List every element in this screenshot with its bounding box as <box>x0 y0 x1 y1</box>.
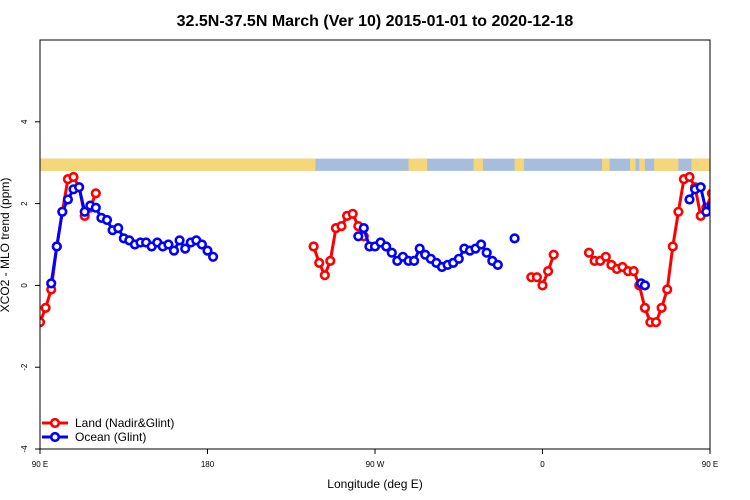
land-nadir-glint-point-3-0 <box>583 247 595 258</box>
legend: Land (Nadir&Glint)Ocean (Glint) <box>42 416 174 444</box>
ocean-glint-point-1-23 <box>481 247 492 258</box>
land-nadir-glint-point-2-2 <box>537 280 548 291</box>
ocean-glint-point-4-7 <box>725 216 733 224</box>
ocean-glint-point-0-0 <box>46 278 57 289</box>
ocean-glint-point-0-29 <box>208 251 219 262</box>
legend-label-ocean-glint: Ocean (Glint) <box>75 430 146 444</box>
land-nadir-glint-point-3-22 <box>706 188 710 199</box>
ocean-glint-point-0-3 <box>62 194 73 205</box>
land-nadir-glint-point-1-0 <box>308 241 319 252</box>
land-nadir-glint-point-1-5 <box>336 221 347 232</box>
ocean-glint-point-0-28 <box>202 245 213 256</box>
ocean-glint-point-1-5 <box>381 241 392 252</box>
ocean-glint-point-0-22 <box>168 245 180 256</box>
x-tick-label-0: 90 E <box>32 460 48 469</box>
y-axis: -4 -2 0 2 4 <box>20 119 40 453</box>
land-nadir-glint-point-3-15 <box>667 241 678 252</box>
land-strip-8 <box>691 158 710 171</box>
land-nadir-glint-point-2-4 <box>548 249 559 260</box>
x-tick-label-3: 0 <box>540 460 545 469</box>
land-nadir-glint-point-3-13 <box>656 302 667 314</box>
ocean-glint-point-4-9 <box>736 224 744 232</box>
ocean-glint-point-0-24 <box>180 243 191 254</box>
ocean-glint-point-0-2 <box>57 206 68 217</box>
ocean-glint-point-4-3 <box>701 206 710 217</box>
ocean-glint-point-1-0 <box>353 231 364 242</box>
ocean-glint-point-0-21 <box>163 239 174 250</box>
ocean-glint-point-1-10 <box>409 255 420 267</box>
land-nadir-glint-point-3-8 <box>628 266 639 277</box>
y-tick-label-1: -2 <box>20 363 29 371</box>
y-tick-label-3: 2 <box>20 201 29 206</box>
land-strip-2 <box>473 158 483 171</box>
ocean-glint-point-1-1 <box>358 223 369 234</box>
ocean-glint-point-0-27 <box>196 239 207 250</box>
land-nadir-glint-point-1-1 <box>314 257 325 269</box>
ocean-glint-point-4-2 <box>695 182 706 193</box>
series-layer <box>40 171 750 328</box>
land-nadir-glint-point-2-1 <box>531 272 543 283</box>
land-nadir-glint-point-3-14 <box>662 284 673 295</box>
ocean-glint-point-0-23 <box>174 235 185 246</box>
land-strip-7 <box>654 158 679 171</box>
x-axis-label: Longitude (deg E) <box>327 477 422 491</box>
y-tick-label-2: 0 <box>20 283 29 288</box>
legend-label-land-nadir-glint: Land (Nadir&Glint) <box>75 416 174 430</box>
land-nadir-glint-point-1-2 <box>319 270 330 281</box>
land-strip-0 <box>40 158 316 171</box>
y-tick-label-0: -4 <box>20 445 29 453</box>
ocean-glint-point-3-1 <box>639 280 651 291</box>
x-tick-label-1: 180 <box>201 460 215 469</box>
ocean-glint-point-4-5 <box>714 204 722 212</box>
land-nadir-glint-point-0-6 <box>68 171 79 183</box>
ocean-glint-point-1-22 <box>476 239 487 250</box>
ocean-glint-point-4-6 <box>719 214 727 222</box>
land-strip-6 <box>639 158 645 171</box>
ocean-glint-point-1-6 <box>386 247 397 258</box>
land-nadir-glint-point-3-12 <box>650 317 662 328</box>
ocean-glint-point-4-10 <box>742 235 750 243</box>
ocean-glint-point-0-1 <box>51 241 62 252</box>
land-strip-5 <box>629 158 636 171</box>
land-nadir-glint-point-0-10 <box>90 188 101 199</box>
land-nadir-glint-point-3-18 <box>684 171 695 183</box>
land-nadir-glint-point-0-1 <box>40 302 51 314</box>
y-tick-label-4: 4 <box>20 119 29 124</box>
land-nadir-glint-point-3-16 <box>673 206 684 217</box>
land-nadir-glint-point-3-10 <box>639 302 651 314</box>
y-axis-label: XCO2 - MLO trend (ppm) <box>0 178 12 313</box>
ocean-glint-point-0-12 <box>113 223 124 234</box>
land-strip-3 <box>514 158 524 171</box>
legend-marker-ocean-glint <box>49 431 61 443</box>
land-ocean-strip <box>40 158 710 171</box>
ocean-glint-point-4-0 <box>684 194 695 205</box>
x-tick-label-2: 90 W <box>366 460 385 469</box>
ocean-glint-point-4-8 <box>730 226 738 234</box>
land-strip-1 <box>408 158 428 171</box>
ocean-glint-point-0-10 <box>101 214 113 226</box>
land-nadir-glint-point-2-3 <box>542 266 554 277</box>
chart-title: 32.5N-37.5N March (Ver 10) 2015-01-01 to… <box>177 13 574 30</box>
ocean-glint-point-0-5 <box>73 182 85 193</box>
ocean-glint-point-4-4 <box>706 200 710 211</box>
land-nadir-glint-point-3-3 <box>600 251 611 262</box>
ocean-glint-point-0-6 <box>79 206 90 217</box>
land-nadir-glint-point-1-3 <box>325 255 336 267</box>
x-tick-label-4: 90 E <box>702 460 718 469</box>
ocean-glint-point-0-8 <box>90 202 101 213</box>
ocean-glint-point-1-11 <box>414 243 425 254</box>
x-axis: 90 E 180 90 W 0 90 E <box>32 449 718 469</box>
land-strip-4 <box>602 158 610 171</box>
ocean-glint-line-0 <box>49 185 215 284</box>
ocean-glint-point-1-25 <box>492 259 503 271</box>
legend-marker-land-nadir-glint <box>49 417 61 429</box>
ocean-glint-point-1-18 <box>453 253 464 264</box>
land-nadir-glint-point-1-7 <box>347 208 358 219</box>
ocean-glint-point-2-0 <box>509 233 520 244</box>
